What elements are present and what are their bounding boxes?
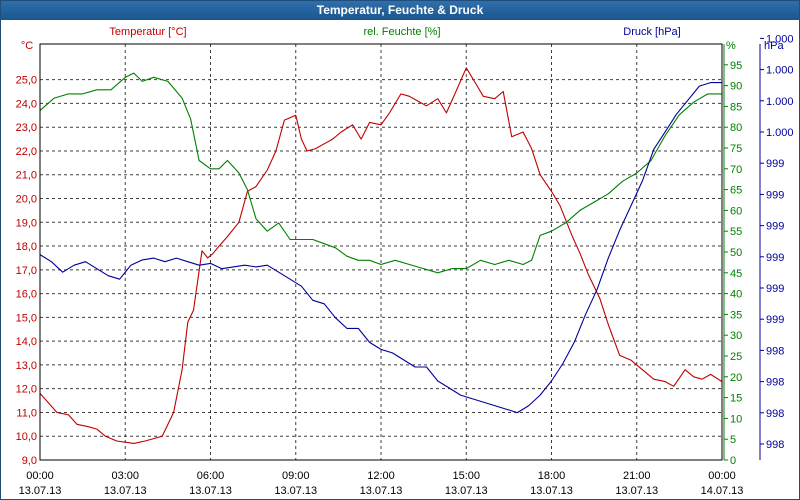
x-tick-time: 18:00 bbox=[538, 470, 566, 482]
temperature-tick-label: 11,0 bbox=[16, 407, 37, 419]
humidity-series-line bbox=[39, 72, 722, 274]
x-tick-date: 13.07.13 bbox=[445, 485, 488, 497]
temperature-tick-label: 9,0 bbox=[22, 455, 37, 467]
humidity-tick-label: 75 bbox=[730, 143, 742, 155]
temperature-tick-label: 23,0 bbox=[16, 122, 37, 134]
humidity-tick-label: 30 bbox=[730, 330, 742, 342]
pressure-tick-label: 998 bbox=[766, 408, 784, 420]
pressure-tick-label: 999 bbox=[766, 314, 784, 326]
x-tick-time: 15:00 bbox=[452, 470, 480, 482]
humidity-tick-label: 65 bbox=[730, 185, 742, 197]
pressure-tick-label: 1.000 bbox=[766, 33, 794, 45]
pressure-tick-label: 999 bbox=[766, 221, 784, 233]
plot-area bbox=[39, 43, 723, 461]
x-tick-date: 13.07.13 bbox=[360, 485, 403, 497]
humidity-tick-label: 70 bbox=[730, 164, 742, 176]
humidity-tick-label: 55 bbox=[730, 226, 742, 238]
humidity-tick-label: 85 bbox=[730, 101, 742, 113]
window-title: Temperatur, Feuchte & Druck bbox=[1, 1, 799, 20]
pressure-unit-label: hPa bbox=[764, 40, 784, 52]
x-tick-time: 12:00 bbox=[367, 470, 395, 482]
grid bbox=[40, 44, 722, 460]
x-tick-time: 21:00 bbox=[623, 470, 651, 482]
x-tick-date: 14.07.13 bbox=[701, 485, 744, 497]
x-tick-date: 13.07.13 bbox=[104, 485, 147, 497]
pressure-tick-label: 1.000 bbox=[766, 127, 794, 139]
temperature-tick-label: 17,0 bbox=[16, 265, 37, 277]
pressure-tick-label: 998 bbox=[766, 345, 784, 357]
humidity-tick-label: 20 bbox=[730, 372, 742, 384]
x-tick-time: 00:00 bbox=[26, 470, 54, 482]
x-tick-time: 00:00 bbox=[708, 470, 736, 482]
humidity-tick-label: 40 bbox=[730, 289, 742, 301]
humidity-tick-label: 0 bbox=[730, 455, 736, 467]
temperature-tick-label: 10,0 bbox=[16, 431, 37, 443]
temperature-tick-label: 20,0 bbox=[16, 194, 37, 206]
humidity-unit-label: % bbox=[726, 40, 736, 52]
humidity-tick-label: 60 bbox=[730, 205, 742, 217]
pressure-tick-label: 998 bbox=[766, 439, 784, 451]
temperature-tick-label: 25,0 bbox=[16, 75, 37, 87]
tick-labels: 9,0 10,0 11,0 12,0 13,0 14,0 15,0 16,0 17,0 18,0 1… bbox=[16, 26, 794, 497]
temperature-tick-label: 24,0 bbox=[16, 98, 37, 110]
temperature-tick-label: 13,0 bbox=[16, 360, 37, 372]
temperature-tick-label: 16,0 bbox=[16, 289, 37, 301]
temperature-series-line bbox=[39, 67, 723, 444]
x-tick-date: 13.07.13 bbox=[274, 485, 317, 497]
pressure-tick-label: 999 bbox=[766, 283, 784, 295]
pressure-tick-label: 1.000 bbox=[766, 65, 794, 77]
temperature-tick-label: 22,0 bbox=[16, 146, 37, 158]
humidity-tick-label: 35 bbox=[730, 309, 742, 321]
temperature-axis-title: Temperatur [°C] bbox=[109, 26, 186, 38]
temperature-tick-label: 15,0 bbox=[16, 312, 37, 324]
x-tick-date: 13.07.13 bbox=[189, 485, 232, 497]
humidity-tick-label: 45 bbox=[730, 268, 742, 280]
x-tick-date: 13.07.13 bbox=[19, 485, 62, 497]
series-layer bbox=[39, 67, 723, 444]
temperature-tick-label: 19,0 bbox=[16, 217, 37, 229]
temperature-tick-label: 14,0 bbox=[16, 336, 37, 348]
x-tick-time: 06:00 bbox=[197, 470, 225, 482]
humidity-tick-label: 25 bbox=[730, 351, 742, 363]
temperature-tick-label: 18,0 bbox=[16, 241, 37, 253]
pressure-tick-label: 999 bbox=[766, 189, 784, 201]
pressure-tick-label: 998 bbox=[766, 377, 784, 389]
humidity-tick-label: 90 bbox=[730, 81, 742, 93]
pressure-tick-label: 999 bbox=[766, 158, 784, 170]
x-tick-date: 13.07.13 bbox=[530, 485, 573, 497]
humidity-tick-label: 15 bbox=[730, 393, 742, 405]
axes bbox=[39, 37, 764, 461]
humidity-tick-label: 10 bbox=[730, 413, 742, 425]
humidity-axis-title: rel. Feuchte [%] bbox=[363, 26, 440, 38]
pressure-series-line bbox=[39, 82, 722, 414]
humidity-tick-label: 5 bbox=[730, 434, 736, 446]
temperature-unit-label: °C bbox=[21, 40, 33, 52]
x-tick-time: 03:00 bbox=[111, 470, 139, 482]
x-tick-date: 13.07.13 bbox=[615, 485, 658, 497]
pressure-axis-title: Druck [hPa] bbox=[623, 26, 680, 38]
temperature-tick-label: 12,0 bbox=[16, 384, 37, 396]
temperature-tick-label: 21,0 bbox=[16, 170, 37, 182]
pressure-tick-label: 1.000 bbox=[766, 96, 794, 108]
humidity-tick-label: 80 bbox=[730, 122, 742, 134]
humidity-tick-label: 95 bbox=[730, 60, 742, 72]
x-tick-time: 09:00 bbox=[282, 470, 310, 482]
humidity-tick-label: 50 bbox=[730, 247, 742, 259]
pressure-tick-label: 999 bbox=[766, 252, 784, 264]
